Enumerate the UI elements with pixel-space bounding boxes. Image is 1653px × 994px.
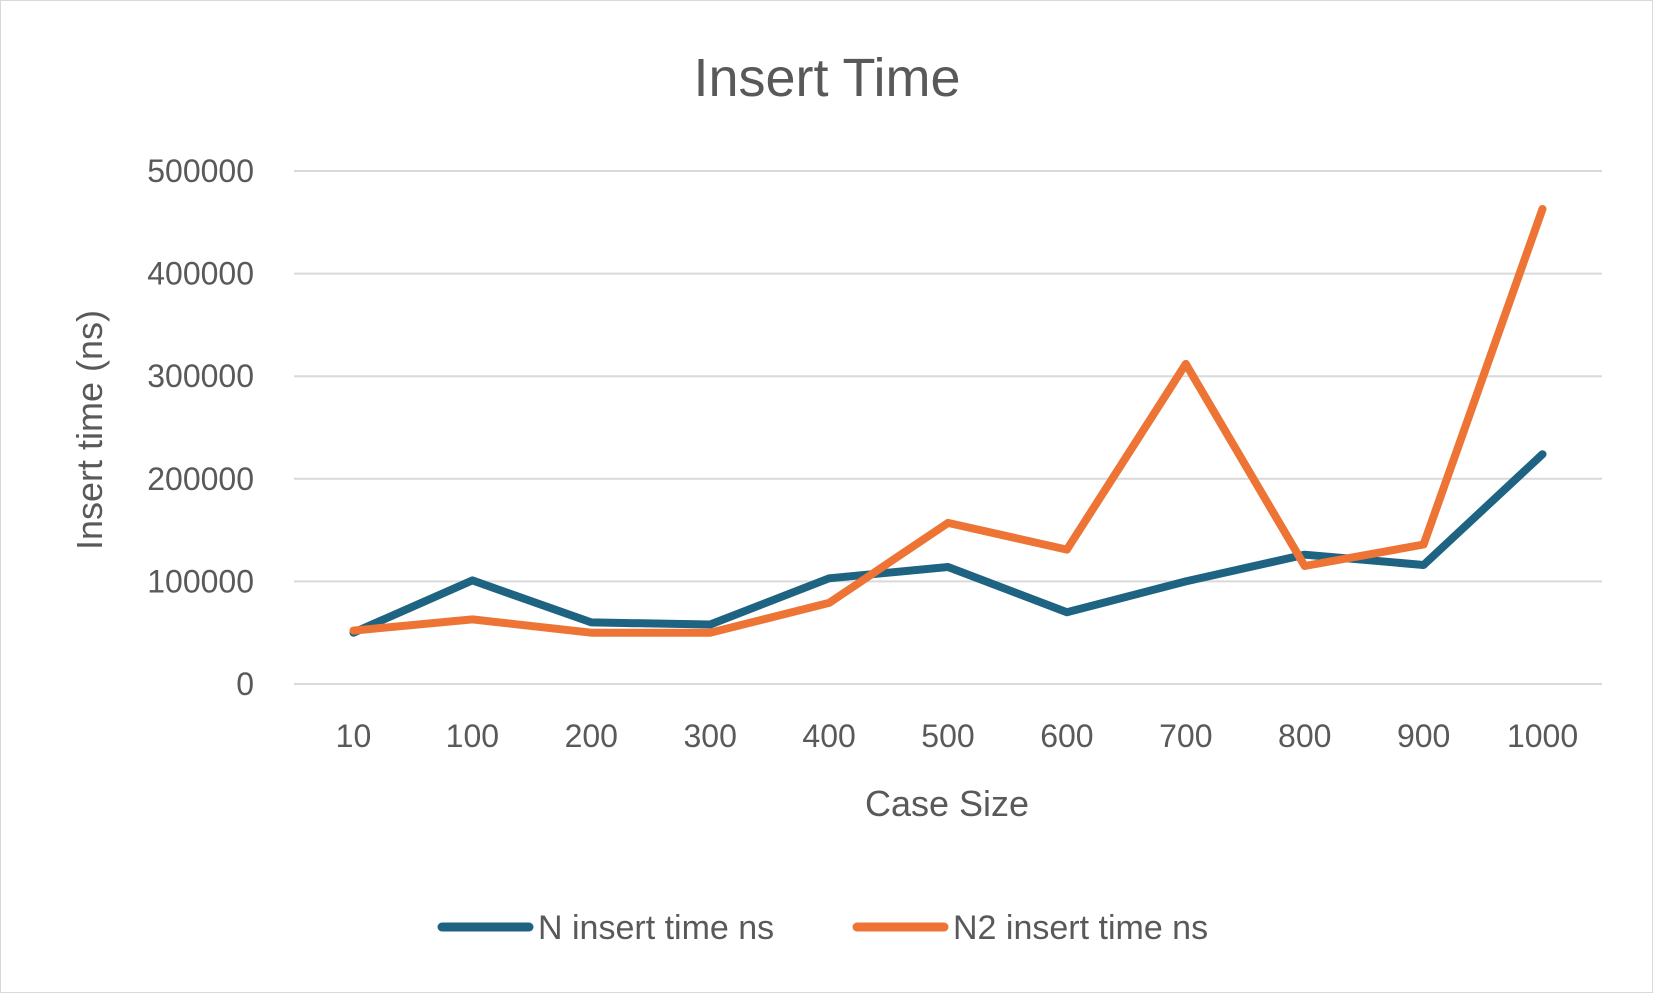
x-tick-label: 700	[1159, 718, 1212, 754]
y-tick-label: 500000	[147, 153, 254, 189]
series-line-2	[349, 205, 1547, 637]
legend-label-1: N insert time ns	[538, 909, 774, 947]
grid-lines	[294, 170, 1602, 685]
x-tick-label: 100	[446, 718, 499, 754]
y-axis-ticks: 0 100000 200000 300000 400000 500000	[147, 153, 254, 702]
legend-label-2: N2 insert time ns	[953, 909, 1208, 947]
y-tick-label: 200000	[147, 461, 254, 497]
legend: N insert time ns N2 insert time ns	[437, 909, 1208, 947]
series-lines	[349, 205, 1547, 637]
x-tick-label: 900	[1397, 718, 1450, 754]
y-tick-label: 400000	[147, 256, 254, 292]
x-tick-label: 200	[565, 718, 618, 754]
x-tick-label: 1000	[1507, 718, 1578, 754]
x-axis-title: Case Size	[865, 783, 1029, 824]
series-line-1	[349, 450, 1547, 637]
x-axis-ticks: 10 100 200 300 400 500 600 700 800 900 1000	[336, 718, 1578, 754]
x-tick-label: 10	[336, 718, 372, 754]
x-tick-label: 800	[1278, 718, 1331, 754]
chart-title: Insert Time	[693, 48, 960, 108]
x-tick-label: 500	[921, 718, 974, 754]
x-tick-label: 300	[683, 718, 736, 754]
x-tick-label: 400	[802, 718, 855, 754]
y-tick-label: 300000	[147, 358, 254, 394]
y-tick-label: 0	[236, 666, 254, 702]
y-tick-label: 100000	[147, 563, 254, 599]
y-axis-title: Insert time (ns)	[69, 310, 110, 550]
x-tick-label: 600	[1040, 718, 1093, 754]
